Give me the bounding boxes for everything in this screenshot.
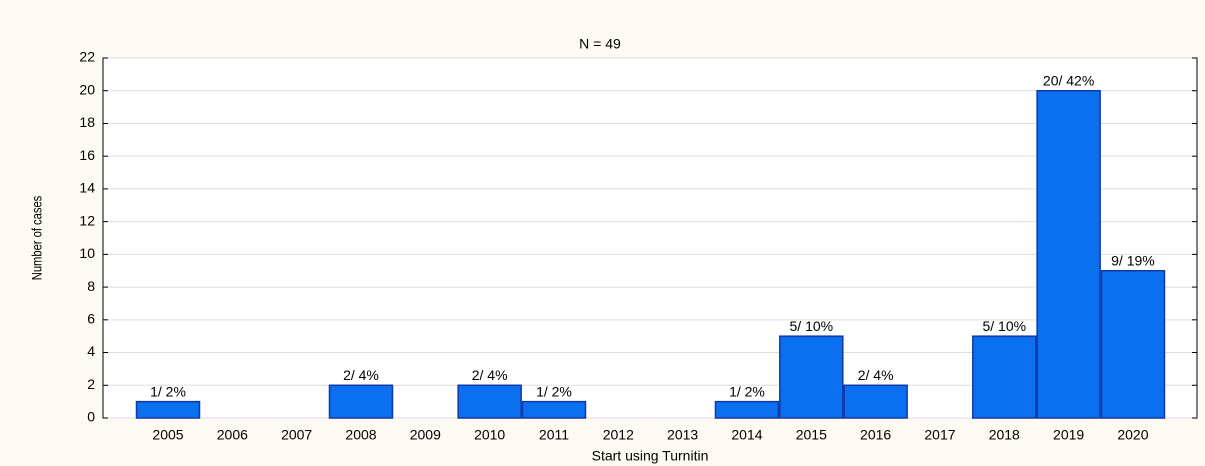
x-tick-label: 2010 [474,427,505,443]
bar [972,335,1037,419]
value-label: 9/ 19% [1111,252,1155,268]
x-tick-label: 2011 [539,427,569,443]
x-tick-label: 2015 [796,427,827,443]
bar [328,384,394,419]
x-tick-label: 2012 [603,427,634,443]
chart-title: N = 49 [579,36,621,52]
bar [779,335,844,419]
x-tick-label: 2009 [410,427,441,443]
x-tick-label: 2007 [281,427,312,443]
bar [521,400,587,419]
y-tick-label: 22 [79,49,95,65]
y-tick-label: 8 [87,278,95,294]
x-tick-label: 2008 [345,427,376,443]
x-tick-label: 2017 [924,427,955,443]
x-tick-label: 2019 [1053,427,1084,443]
value-label: 1/ 2% [150,383,186,399]
bar [1036,89,1101,419]
value-label: 2/ 4% [472,367,508,383]
y-tick-label: 20 [79,81,95,97]
bar [843,384,908,419]
y-tick-label: 18 [79,114,95,130]
x-axis-label: Start using Turnitin [592,448,709,464]
y-tick-label: 16 [79,147,95,163]
value-label: 2/ 4% [858,367,894,383]
value-label: 1/ 2% [536,383,572,399]
y-axis-label: Number of cases [30,196,45,281]
y-tick-label: 4 [87,343,95,359]
y-tick-label: 10 [79,245,95,261]
x-tick-label: 2013 [667,427,698,443]
x-tick-label: 2016 [860,427,891,443]
x-tick-label: 2005 [152,427,183,443]
y-tick-label: 14 [79,180,95,196]
y-tick-label: 0 [87,409,95,425]
x-tick-label: 2006 [217,427,248,443]
bar [457,384,522,419]
bar [1100,269,1166,419]
value-label: 20/ 42% [1043,72,1094,88]
value-label: 2/ 4% [343,367,379,383]
value-label: 1/ 2% [729,383,765,399]
x-tick-label: 2014 [731,427,762,443]
y-tick-label: 12 [79,212,95,228]
bar [135,400,201,419]
y-tick-label: 2 [87,376,95,392]
y-tick-label: 6 [87,311,95,327]
value-label: 5/ 10% [790,318,834,334]
x-tick-label: 2020 [1117,427,1148,443]
value-label: 5/ 10% [982,318,1026,334]
bar [714,400,780,419]
x-tick-label: 2018 [989,427,1020,443]
